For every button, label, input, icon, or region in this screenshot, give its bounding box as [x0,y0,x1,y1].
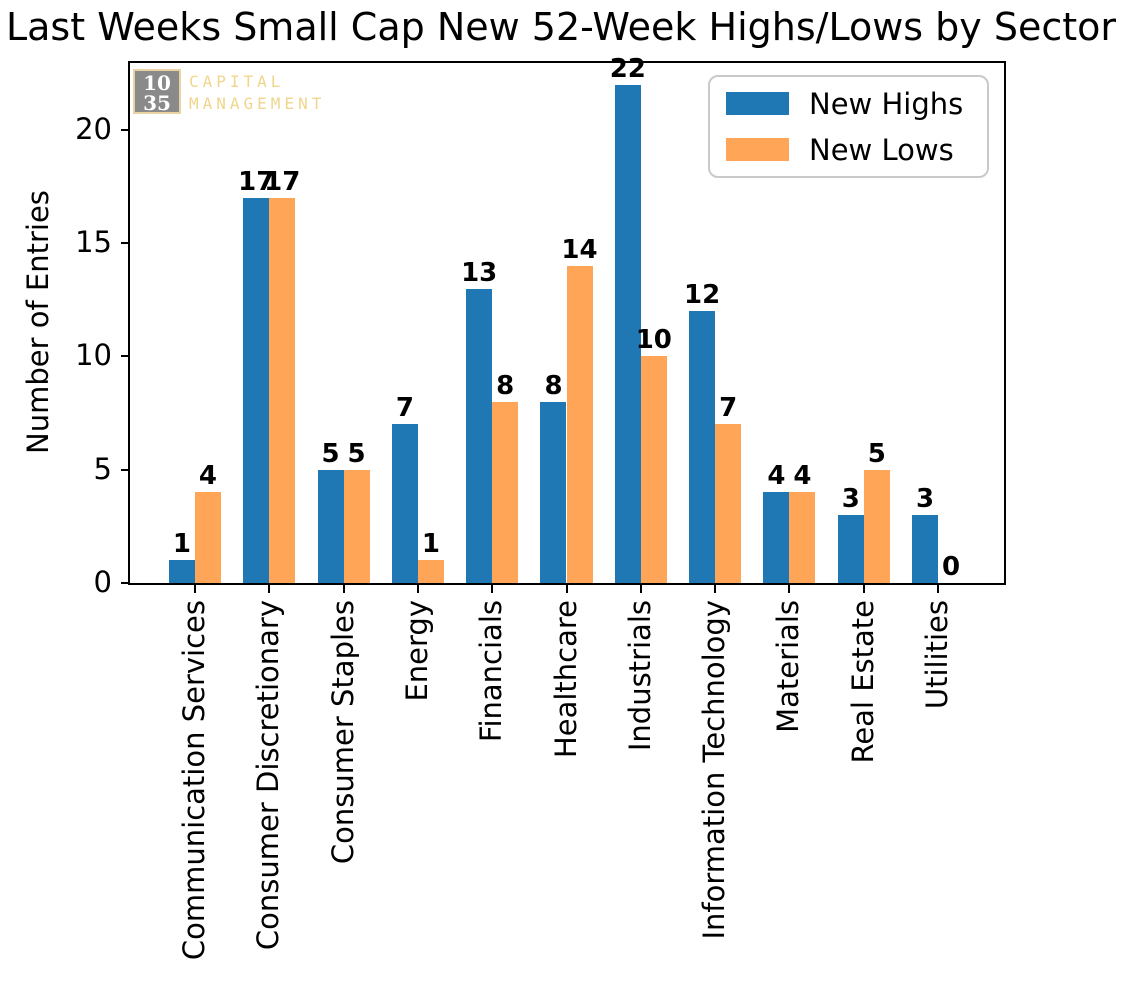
bar-new-highs-healthcare [540,401,567,583]
x-tick-mark [491,585,494,593]
bar-value-new-highs-utilities: 3 [916,484,935,515]
x-tick-mark [565,585,568,593]
logo-name-line2: MANAGEMENT [189,94,326,113]
x-tick-mark [416,585,419,593]
bar-new-highs-consumer-staples [317,469,344,583]
bar-new-highs-materials [763,492,790,583]
logo-name-line1: CAPITAL [189,72,285,91]
new-lows-swatch [726,138,789,161]
bar-new-lows-healthcare [566,265,593,583]
bar-new-lows-consumer-discretionary [269,197,296,583]
x-tick-mark [788,585,791,593]
bar-value-new-lows-information-technology: 7 [719,393,738,424]
bar-new-highs-consumer-discretionary [243,197,270,583]
bar-new-lows-materials [789,492,816,583]
logo-company-name: CAPITAL MANAGEMENT [189,69,325,115]
bar-value-new-lows-financials: 8 [496,370,515,401]
y-tick-mark [121,355,129,358]
x-tick-label-materials: Materials [771,600,806,733]
bar-value-new-highs-energy: 7 [395,393,414,424]
bar-value-new-lows-real-estate: 5 [867,438,886,469]
bar-new-lows-energy [417,560,444,583]
bar-value-new-lows-communication-services: 4 [198,461,217,492]
x-tick-label-energy: Energy [399,600,434,702]
capital-management-logo: 10 35 CAPITAL MANAGEMENT [133,69,325,115]
x-tick-label-real-estate: Real Estate [845,600,880,764]
bar-value-new-lows-materials: 4 [793,461,812,492]
x-tick-mark [714,585,717,593]
bar-new-lows-communication-services [194,492,221,583]
bar-value-new-highs-materials: 4 [767,461,786,492]
bar-value-new-highs-communication-services: 1 [172,529,191,560]
bar-new-highs-communication-services [168,560,195,583]
bar-value-new-lows-industrials: 10 [635,325,672,356]
x-tick-label-financials: Financials [474,600,509,743]
y-tick-mark [121,582,129,584]
bar-value-new-lows-consumer-discretionary: 17 [264,166,301,197]
new-lows-label: New Lows [809,132,954,167]
legend-item-new-highs: New Highs [726,87,971,121]
x-tick-label-consumer-staples: Consumer Staples [325,600,360,865]
x-tick-mark [862,585,865,593]
bar-new-highs-energy [391,424,418,583]
x-tick-label-industrials: Industrials [622,600,657,752]
x-tick-label-healthcare: Healthcare [548,600,583,759]
logo-number-box: 10 35 [133,69,181,114]
bar-value-new-lows-consumer-staples: 5 [347,438,366,469]
legend-item-new-lows: New Lows [726,133,971,167]
bar-value-new-lows-healthcare: 14 [561,234,598,265]
logo-number-bottom: 35 [143,91,171,115]
x-tick-mark [342,585,345,593]
bar-value-new-highs-financials: 13 [461,257,498,288]
y-tick-mark [121,468,129,471]
y-tick-label: 20 [75,111,112,146]
x-tick-label-communication-services: Communication Services [176,600,211,961]
chart-title: Last Weeks Small Cap New 52-Week Highs/L… [5,5,1117,49]
legend: New Highs New Lows [708,75,989,178]
bar-new-highs-industrials [614,84,641,583]
bar-new-lows-consumer-staples [343,469,370,583]
x-tick-label-information-technology: Information Technology [697,600,732,940]
new-highs-swatch [726,92,789,115]
y-tick-label: 5 [93,451,112,486]
bar-new-highs-utilities [912,515,939,583]
x-tick-mark [193,585,196,593]
bar-value-new-lows-utilities: 0 [942,552,961,582]
x-tick-mark [639,585,642,593]
bar-new-lows-financials [492,401,519,583]
x-tick-mark [268,585,271,593]
bar-value-new-highs-consumer-staples: 5 [321,438,340,469]
y-tick-label: 10 [75,338,112,373]
bar-value-new-lows-energy: 1 [421,529,440,560]
y-tick-mark [121,128,129,131]
bar-value-new-highs-healthcare: 8 [544,370,563,401]
y-tick-label: 15 [75,225,112,260]
bar-value-new-highs-real-estate: 3 [841,484,860,515]
bar-new-lows-information-technology [715,424,742,583]
x-tick-label-utilities: Utilities [920,600,955,710]
y-tick-label: 0 [93,565,112,599]
logo-number-top: 10 [143,71,171,95]
x-tick-label-consumer-discretionary: Consumer Discretionary [251,600,286,951]
bar-new-lows-industrials [640,356,667,583]
bar-new-highs-real-estate [837,515,864,583]
bar-value-new-highs-information-technology: 12 [684,280,721,311]
bar-new-highs-information-technology [689,311,716,583]
bar-new-lows-real-estate [863,469,890,583]
y-tick-mark [121,242,129,245]
bar-value-new-highs-industrials: 22 [609,53,646,84]
bar-value-new-highs-consumer-discretionary: 17 [238,166,275,197]
new-highs-label: New Highs [809,86,964,121]
bar-new-highs-financials [466,288,493,583]
x-tick-mark [937,585,940,593]
